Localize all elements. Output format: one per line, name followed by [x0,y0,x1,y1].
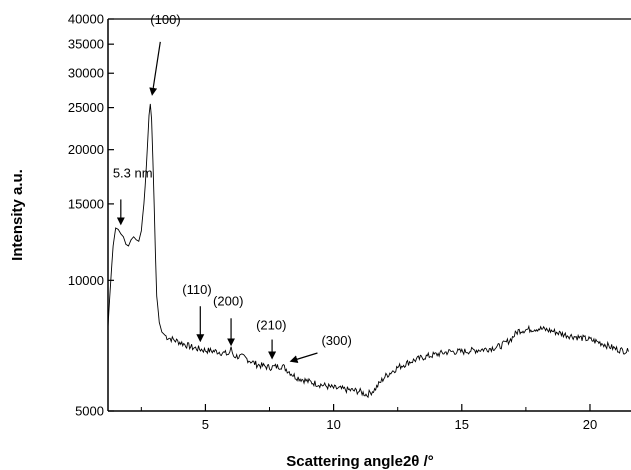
series-layer [107,103,629,399]
x-tick-label: 20 [583,417,597,432]
x-tick-label: 15 [455,417,469,432]
annotation-label: (200) [213,293,243,308]
annotation-label: (110) [182,282,211,297]
y-tick-label: 40000 [68,12,104,27]
annotation-layer: 5.3 nm (100) (110)(200) (210) (300) [113,12,352,364]
annotation-label: (100) [150,12,180,27]
series-line [107,103,629,399]
annotation-label: (210) [256,318,286,333]
y-axis-title: Intensity a.u. [9,169,26,261]
annotation-label: (300) [321,333,351,348]
x-tick-label: 5 [202,417,209,432]
y-tick-label: 30000 [68,66,104,81]
y-tick-label: 15000 [68,196,104,211]
axes-layer: 5000 10000 15000 20000 25000 30000 35000 40000 5… [68,12,631,432]
y-tick-label: 35000 [68,37,104,52]
x-tick-label: 10 [326,417,340,432]
y-tick-label: 10000 [68,273,104,288]
y-tick-label: 5000 [75,404,104,419]
x-axis-title: Scattering angle2θ /° [286,453,433,470]
y-tick-label: 25000 [68,100,104,115]
y-tick-label: 20000 [68,142,104,157]
annotation-label: 5.3 nm [113,165,153,180]
annotation-arrow [149,41,161,96]
annotation-arrow [289,352,318,364]
